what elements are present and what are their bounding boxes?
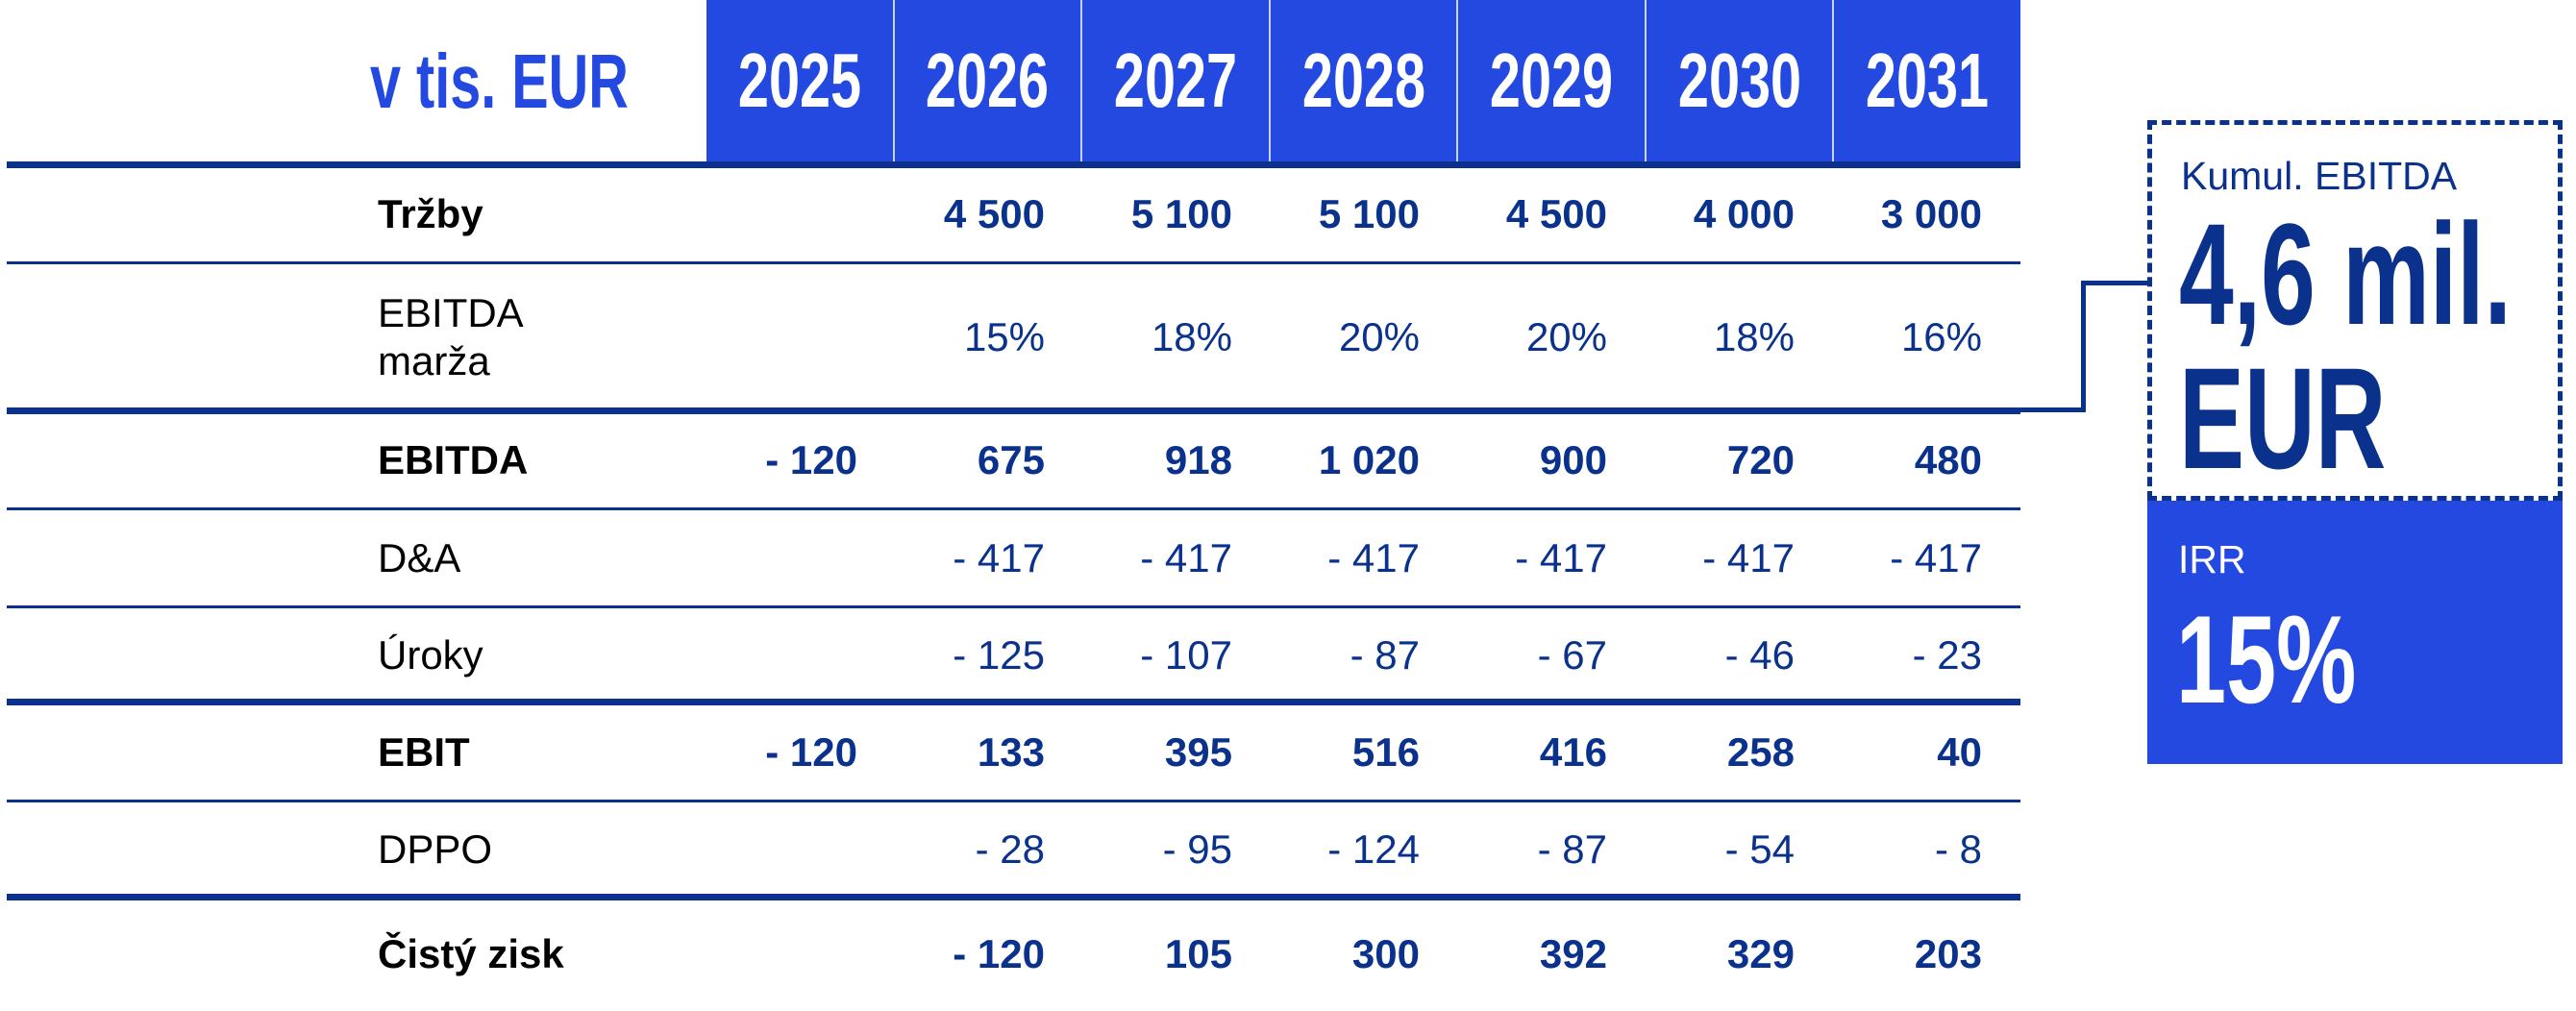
row-divider: [7, 605, 2020, 608]
year-label: 2029: [1490, 37, 1614, 123]
row-value: - 417: [1890, 535, 1982, 580]
cumulative-ebitda-box: Kumul. EBITDA 4,6 mil. EUR: [2147, 120, 2563, 501]
row-value: 329: [1726, 930, 1795, 976]
row-value: 18%: [1151, 313, 1232, 359]
cumulative-ebitda-value: 4,6 mil. EUR: [2179, 193, 2512, 499]
row-value: - 95: [1162, 826, 1232, 872]
table-row: EBITDA marža 15% 18% 20% 20% 18% 16%: [7, 263, 2020, 410]
row-value: - 120: [765, 728, 857, 775]
row-value: 900: [1539, 436, 1607, 482]
row-value: 918: [1164, 436, 1232, 482]
irr-value: 15%: [2176, 589, 2357, 729]
year-header-cell: 2027: [1080, 0, 1269, 161]
row-value: - 67: [1537, 631, 1607, 678]
year-header: 2025 2026 2027 2028 2029 2030 2031: [706, 0, 2020, 161]
year-header-cell: 2026: [892, 0, 1081, 161]
row-divider: [7, 894, 2020, 900]
year-label: 2028: [1301, 37, 1425, 123]
row-value: - 417: [1140, 535, 1232, 580]
row-value: 203: [1914, 930, 1982, 976]
row-label: DPPO: [378, 826, 493, 872]
row-divider: [7, 800, 2020, 802]
year-header-cell: 2028: [1268, 0, 1457, 161]
row-value: - 8: [1934, 826, 1982, 872]
row-value: - 54: [1724, 826, 1795, 872]
row-divider: [7, 261, 2020, 264]
row-value: - 120: [953, 930, 1045, 976]
row-divider: [7, 699, 2020, 705]
row-value: - 87: [1537, 826, 1607, 872]
row-value: - 28: [975, 826, 1045, 872]
row-value: - 417: [1327, 535, 1420, 580]
year-label: 2025: [737, 37, 861, 123]
row-value: 416: [1539, 728, 1607, 775]
row-value: 4 500: [943, 190, 1045, 236]
table-row: Tržby 4 500 5 100 5 100 4 500 4 000 3 000: [7, 164, 2020, 263]
irr-box: IRR 15%: [2147, 501, 2563, 764]
row-value: 18%: [1713, 313, 1795, 359]
row-label: EBITDA: [378, 436, 529, 482]
row-label: Tržby: [378, 190, 483, 236]
row-divider: [7, 407, 2020, 414]
row-value: 4 500: [1505, 190, 1607, 236]
row-value: 133: [977, 728, 1045, 775]
row-value: 16%: [1900, 313, 1982, 359]
row-value: 516: [1351, 728, 1420, 775]
row-value: 3 000: [1880, 190, 1982, 236]
table-row: Čistý zisk - 120 105 300 392 329 203: [7, 897, 2020, 1011]
row-value: 20%: [1338, 313, 1420, 359]
year-header-cell: 2031: [1832, 0, 2020, 161]
row-value: 15%: [963, 313, 1045, 359]
row-value: - 46: [1724, 631, 1795, 678]
year-label: 2030: [1677, 37, 1801, 123]
table-row: D&A - 417 - 417 - 417 - 417 - 417 - 417: [7, 509, 2020, 607]
unit-label: v tis. EUR: [370, 38, 629, 124]
table-row: EBIT - 120 133 395 516 416 258 40: [7, 703, 2020, 801]
row-value: 300: [1351, 930, 1420, 976]
row-value: 5 100: [1318, 190, 1420, 236]
row-value: - 125: [953, 631, 1045, 678]
row-value: - 87: [1350, 631, 1420, 678]
year-label: 2027: [1113, 37, 1238, 123]
year-header-cell: 2030: [1644, 0, 1833, 161]
row-label: Úroky: [378, 631, 483, 678]
row-value: 5 100: [1130, 190, 1232, 236]
row-value: - 417: [1702, 535, 1795, 580]
connector-line: [2081, 281, 2148, 285]
row-value: - 120: [765, 436, 857, 482]
row-label: EBITDA marža: [378, 289, 522, 383]
row-label: D&A: [378, 535, 461, 580]
table-row: Úroky - 125 - 107 - 87 - 67 - 46 - 23: [7, 607, 2020, 703]
row-value: - 107: [1140, 631, 1232, 678]
row-value: - 124: [1327, 826, 1420, 872]
row-value: 258: [1726, 728, 1795, 775]
row-value: 720: [1726, 436, 1795, 482]
row-value: 675: [977, 436, 1045, 482]
connector-line: [2081, 281, 2086, 412]
year-header-cell: 2029: [1456, 0, 1645, 161]
row-value: 480: [1914, 436, 1982, 482]
row-value: 392: [1539, 930, 1607, 976]
table-row: EBITDA - 120 675 918 1 020 900 720 480: [7, 410, 2020, 509]
row-value: 4 000: [1693, 190, 1795, 236]
row-value: 20%: [1525, 313, 1607, 359]
row-divider: [7, 161, 2020, 168]
row-value: - 23: [1912, 631, 1982, 678]
year-label: 2031: [1866, 37, 1990, 123]
year-header-cell: 2025: [706, 0, 893, 161]
year-label: 2026: [926, 37, 1050, 123]
row-value: 105: [1164, 930, 1232, 976]
irr-title: IRR: [2178, 537, 2246, 581]
row-label: Čistý zisk: [378, 930, 564, 976]
row-label: EBIT: [378, 728, 470, 775]
row-value: 395: [1164, 728, 1232, 775]
row-divider: [7, 507, 2020, 510]
cumulative-ebitda-title: Kumul. EBITDA: [2181, 154, 2458, 198]
row-value: - 417: [1515, 535, 1607, 580]
row-value: - 417: [953, 535, 1045, 580]
row-value: 40: [1937, 728, 1982, 775]
table-row: DPPO - 28 - 95 - 124 - 87 - 54 - 8: [7, 801, 2020, 897]
connector-line: [2020, 407, 2086, 412]
row-value: 1 020: [1318, 436, 1420, 482]
